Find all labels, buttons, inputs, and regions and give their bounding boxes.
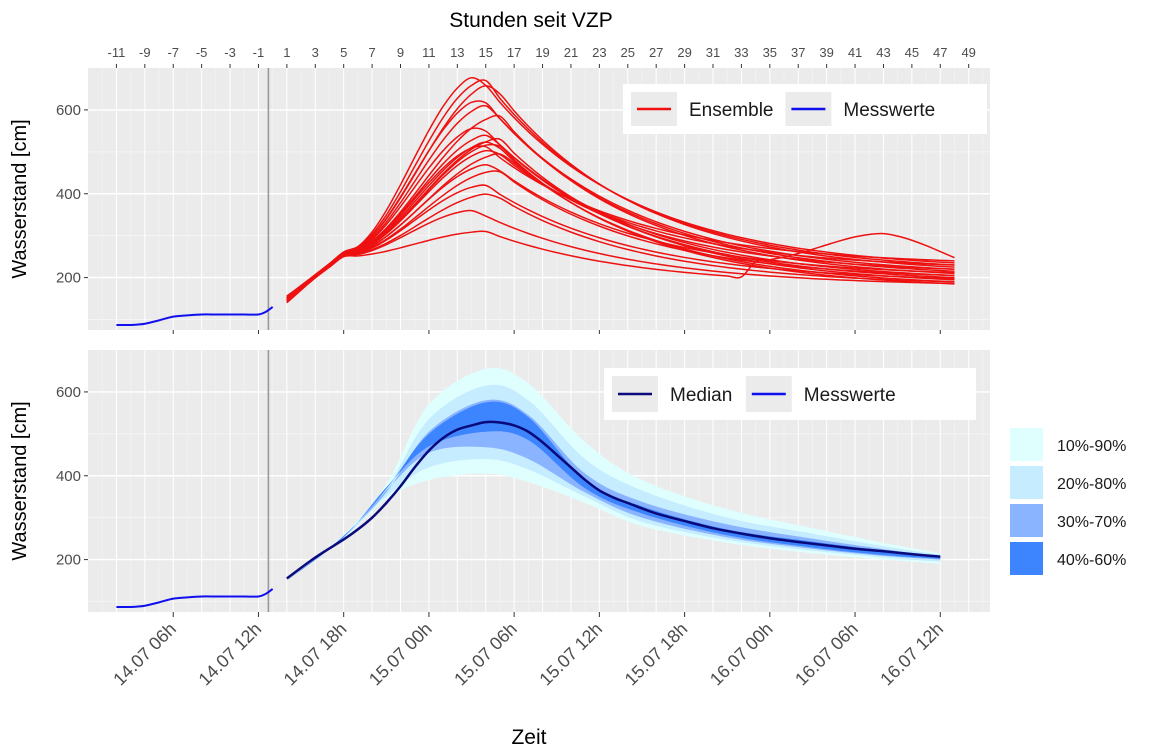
ensemble-members [286, 77, 955, 304]
top-tick-label: 49 [961, 45, 975, 60]
bottom-tick-label: 14.07 06h [109, 619, 180, 690]
legend: Median Messwerte [604, 368, 976, 420]
legend-label: Median [670, 385, 732, 406]
top-tick-label: 1 [283, 45, 290, 60]
legend-label: Messwerte [804, 385, 896, 406]
bottom-axis-title: Zeit [511, 726, 546, 749]
measured-series-line [116, 306, 274, 327]
ensemble-member-line [286, 149, 955, 298]
top-axis-title: Stunden seit VZP [449, 9, 612, 32]
legend-label: Ensemble [689, 100, 774, 121]
top-tick-label: -9 [139, 45, 151, 60]
band-legend-key [1010, 542, 1043, 575]
top-x-axis: -11 -9 -7 -5 -3 -1 1 3 5 7 9 11 13 15 17 19 21 23 25 27 29 31… [107, 9, 976, 334]
y-tick-label: 200 [56, 270, 81, 287]
top-tick-label: 17 [507, 45, 521, 60]
top-tick-label: 47 [933, 45, 947, 60]
bottom-tick-label: 14.07 12h [195, 619, 266, 690]
band-legend-key [1010, 504, 1043, 537]
y-tick-label: 400 [56, 468, 81, 485]
top-tick-label: 21 [564, 45, 578, 60]
bottom-tick-label: 16.07 00h [706, 619, 777, 690]
panel-bottom: 200 400 600 Wasserstand [cm] Median Messwerte [9, 350, 990, 612]
measured-series-line [116, 588, 274, 609]
top-tick-label: 45 [905, 45, 919, 60]
band-legend-label: 40%-60% [1057, 552, 1126, 569]
top-tick-label: 43 [876, 45, 890, 60]
top-tick-label: -5 [196, 45, 208, 60]
top-tick-label: 33 [734, 45, 748, 60]
top-tick-label: 5 [340, 45, 347, 60]
band-legend-key [1010, 428, 1043, 461]
y-tick-label: 600 [56, 384, 81, 401]
ensemble-member-line [286, 145, 955, 301]
top-tick-label: -3 [224, 45, 236, 60]
top-tick-label: 7 [368, 45, 375, 60]
bottom-tick-label: 16.07 12h [876, 619, 947, 690]
top-tick-label: 41 [848, 45, 862, 60]
top-tick-label: 25 [621, 45, 635, 60]
y-tick-label: 200 [56, 552, 81, 569]
y-axis-title: Wasserstand [cm] [9, 401, 31, 560]
ensemble-member-line [286, 100, 955, 298]
bottom-tick-label: 15.07 12h [535, 619, 606, 690]
top-tick-label: 37 [791, 45, 805, 60]
top-tick-label: -11 [107, 45, 125, 60]
y-axis-title: Wasserstand [cm] [9, 119, 31, 278]
bottom-x-axis: 14.07 06h 14.07 12h 14.07 18h 15.07 00h 15.0… [109, 612, 947, 749]
top-tick-label: 27 [649, 45, 663, 60]
top-tick-label: 29 [677, 45, 691, 60]
y-tick-label: 400 [56, 186, 81, 203]
top-tick-label: 39 [819, 45, 833, 60]
band-legend-label: 20%-80% [1057, 476, 1126, 493]
bottom-tick-label: 15.07 18h [621, 619, 692, 690]
band-legend-key [1010, 466, 1043, 499]
top-tick-label: 19 [535, 45, 549, 60]
top-tick-label: 3 [312, 45, 319, 60]
top-tick-label: 23 [592, 45, 606, 60]
top-tick-label: -1 [253, 45, 265, 60]
band-legend: 10%-90% 20%-80% 30%-70% 40%-60% [1010, 428, 1126, 575]
median-series-line [286, 420, 941, 580]
bottom-tick-label: 14.07 18h [280, 619, 351, 690]
legend-label: Messwerte [843, 100, 935, 121]
top-tick-label: 15 [478, 45, 492, 60]
band-legend-label: 10%-90% [1057, 438, 1126, 455]
top-tick-label: 13 [450, 45, 464, 60]
top-tick-label: 11 [422, 45, 436, 60]
ensemble-member-line [286, 184, 955, 297]
ensemble-member-line [286, 193, 955, 300]
legend: Ensemble Messwerte [623, 84, 987, 134]
y-tick-label: 600 [56, 102, 81, 119]
band-legend-label: 30%-70% [1057, 514, 1126, 531]
bottom-tick-label: 15.07 00h [365, 619, 436, 690]
ensemble-member-line [286, 170, 955, 302]
ensemble-member-line [286, 114, 955, 303]
ensemble-member-line [286, 209, 955, 299]
panel-top: 200 400 600 Wasserstand [cm] Ensemble Messwer… [9, 68, 990, 330]
bottom-tick-label: 15.07 06h [450, 619, 521, 690]
top-tick-label: 35 [763, 45, 777, 60]
top-tick-label: -7 [167, 45, 179, 60]
top-tick-label: 9 [397, 45, 404, 60]
top-tick-label: 31 [706, 45, 720, 60]
band-30%-70% [286, 399, 941, 581]
ensemble-member-line [286, 164, 955, 299]
bottom-tick-label: 16.07 06h [791, 619, 862, 690]
ensemble-member-line [286, 230, 955, 300]
